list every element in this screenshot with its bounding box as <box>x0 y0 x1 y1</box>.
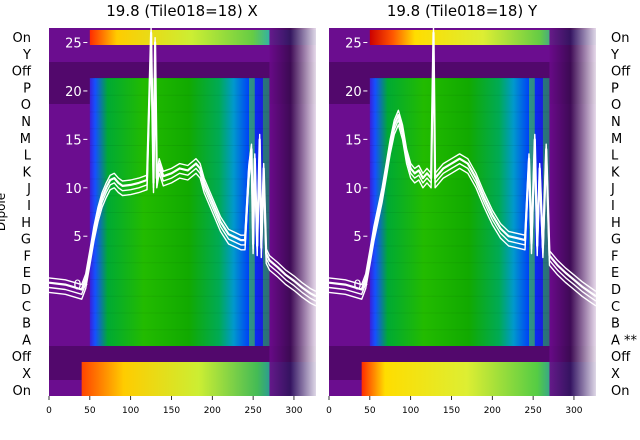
row-label: P <box>23 81 31 96</box>
x-tick-label: 0 <box>46 406 52 416</box>
y-tick-label: 5 <box>73 230 81 245</box>
row-label: I <box>611 199 615 214</box>
row-label: F <box>611 249 618 264</box>
overlay-lines <box>328 27 597 307</box>
row-label: Off <box>611 65 631 80</box>
row-label: C <box>611 300 620 315</box>
row-label: H <box>611 216 621 231</box>
x-tick-label: 300 <box>565 406 582 416</box>
overlay-line-1-3 <box>48 27 317 293</box>
x-tick-label: 50 <box>84 406 96 416</box>
row-label: I <box>27 199 31 214</box>
heatmap-panel-y: 19.8 (Tile018=18) YOnYOffPONMLKJIHGFEDCB… <box>326 2 637 416</box>
row-label: L <box>24 149 32 164</box>
overlay-line-1-4 <box>48 41 317 307</box>
y-tick-label: 25 <box>65 37 82 52</box>
overlay-line-1-4 <box>328 41 597 307</box>
x-tick-label: 200 <box>204 406 221 416</box>
x-tick-label: 250 <box>245 406 262 416</box>
x-tick-label: 150 <box>443 406 460 416</box>
row-label: D <box>21 283 31 298</box>
overlay-lines <box>48 27 317 307</box>
row-label: Y <box>610 48 619 63</box>
y-tick-label: 20 <box>345 85 362 100</box>
row-label: Off <box>12 350 32 365</box>
row-label: Off <box>12 65 32 80</box>
row-label: F <box>24 249 31 264</box>
y-tick-label: 15 <box>65 133 82 148</box>
chart-title: 19.8 (Tile018=18) X <box>106 2 257 20</box>
row-label: K <box>611 165 620 180</box>
y-tick-label: 15 <box>345 133 362 148</box>
row-label: D <box>611 283 621 298</box>
row-label: B <box>22 317 31 332</box>
row-label: O <box>611 98 621 113</box>
row-label: X <box>22 367 31 382</box>
row-label: E <box>23 266 31 281</box>
chart-title: 19.8 (Tile018=18) Y <box>387 2 538 20</box>
row-label: On <box>611 31 629 46</box>
heatmap-image <box>329 28 596 396</box>
y-tick-label: 5 <box>353 230 361 245</box>
heatmap-panel-x: 19.8 (Tile018=18) XOnYOffPONMLKJIHGFEDCB… <box>0 2 317 416</box>
y-axis-label: Dipole <box>0 193 8 231</box>
x-tick-label: 100 <box>122 406 139 416</box>
y-tick-label: 10 <box>65 182 82 197</box>
row-label: G <box>611 233 621 248</box>
row-label: J <box>610 182 615 197</box>
row-label: A <box>22 333 31 348</box>
x-tick-label: 150 <box>163 406 180 416</box>
row-label: A ** <box>611 333 638 348</box>
row-label: N <box>21 115 31 130</box>
row-label: J <box>26 182 31 197</box>
x-tick-label: 300 <box>285 406 302 416</box>
row-label: M <box>611 132 622 147</box>
row-label: On <box>13 31 31 46</box>
row-label: G <box>21 233 31 248</box>
row-label: K <box>22 165 31 180</box>
x-tick-label: 50 <box>364 406 376 416</box>
row-label: On <box>611 384 629 399</box>
x-tick-label: 0 <box>326 406 332 416</box>
row-label: Off <box>611 350 631 365</box>
row-label: M <box>20 132 31 147</box>
row-label: N <box>611 115 621 130</box>
row-label: C <box>22 300 31 315</box>
row-label: H <box>21 216 31 231</box>
row-label: B <box>611 317 620 332</box>
row-label: X <box>611 367 620 382</box>
y-tick-label: 0 <box>353 279 361 294</box>
x-tick-label: 250 <box>525 406 542 416</box>
y-tick-label: 25 <box>345 37 362 52</box>
x-tick-label: 200 <box>484 406 501 416</box>
row-label: Y <box>22 48 31 63</box>
y-tick-label: 10 <box>345 182 362 197</box>
row-label: On <box>13 384 31 399</box>
y-tick-label: 0 <box>73 279 81 294</box>
x-tick-label: 100 <box>402 406 419 416</box>
heatmap-image <box>49 28 317 396</box>
row-label: E <box>611 266 619 281</box>
row-label: L <box>611 149 619 164</box>
y-tick-label: 20 <box>65 85 82 100</box>
row-label: O <box>21 98 31 113</box>
row-label: P <box>611 81 619 96</box>
